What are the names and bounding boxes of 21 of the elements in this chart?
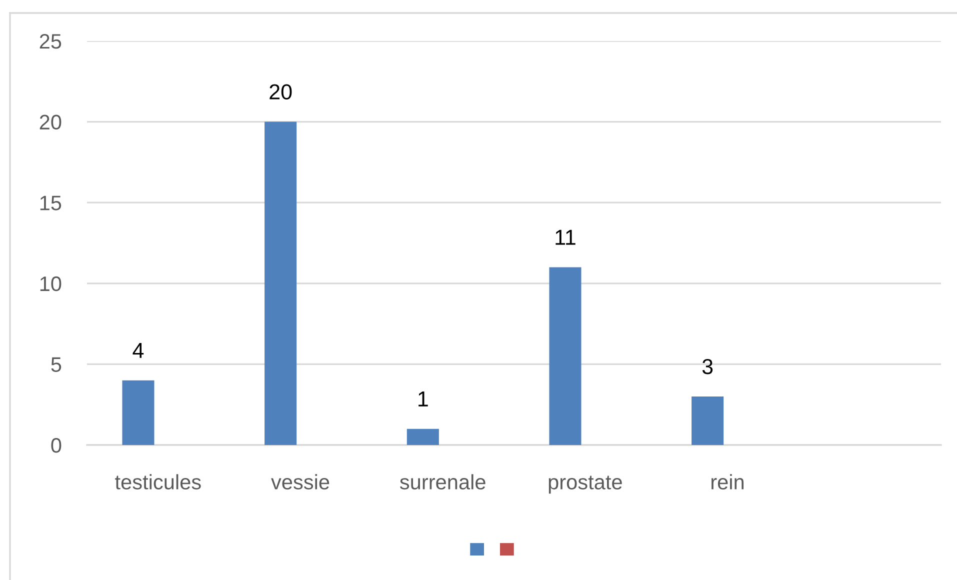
x-tick-label: surrenale bbox=[400, 474, 486, 490]
x-tick-label: prostate bbox=[548, 476, 622, 494]
y-tick-label: 25 bbox=[40, 34, 62, 49]
y-tick-label: 20 bbox=[40, 114, 62, 130]
y-tick-label: 15 bbox=[40, 196, 62, 210]
x-tick-label: vessie bbox=[271, 474, 330, 490]
bar bbox=[122, 380, 154, 445]
y-tick-label: 10 bbox=[40, 276, 62, 292]
bar bbox=[406, 428, 439, 445]
x-tick-label: rein bbox=[712, 474, 744, 490]
data-label: 4 bbox=[132, 343, 144, 358]
data-label: 11 bbox=[556, 230, 576, 245]
bar bbox=[549, 267, 582, 445]
data-label: 3 bbox=[702, 358, 713, 374]
data-label: 20 bbox=[270, 84, 292, 100]
bar bbox=[264, 122, 297, 445]
y-tick-label: 5 bbox=[51, 357, 62, 372]
bar bbox=[692, 396, 724, 445]
x-tick-label: testicules bbox=[115, 474, 201, 490]
data-label: 1 bbox=[418, 392, 428, 406]
y-tick-label: 0 bbox=[51, 438, 62, 453]
